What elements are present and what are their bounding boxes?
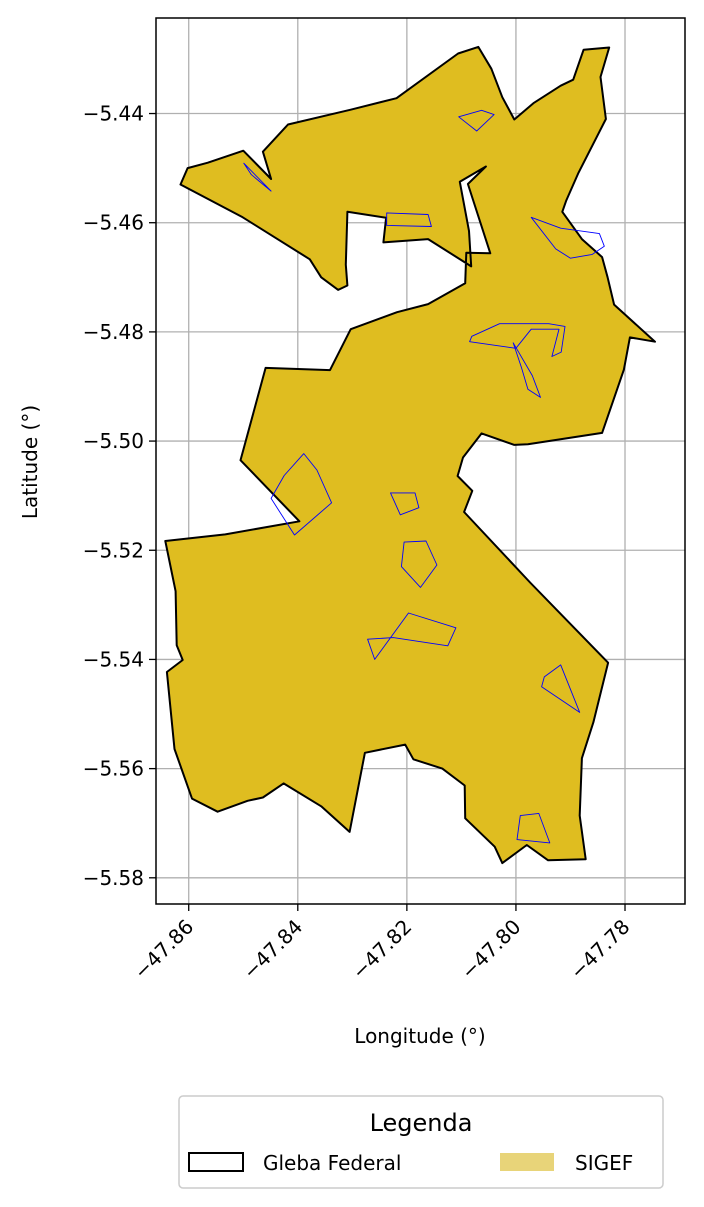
sigef-parcel xyxy=(512,342,541,398)
sigef-parcel xyxy=(390,492,420,516)
legend-title: Legenda xyxy=(370,1109,473,1137)
plot-area xyxy=(155,17,686,905)
legend-swatch-gleba-federal xyxy=(188,1152,244,1172)
x-tick-label: −47.78 xyxy=(565,915,634,984)
legend-label-sigef: SIGEF xyxy=(575,1151,633,1175)
plot-frame xyxy=(155,17,686,905)
x-axis-label: Longitude (°) xyxy=(354,1024,485,1048)
y-tick-label: −5.58 xyxy=(83,866,144,890)
y-tick-label: −5.54 xyxy=(83,647,144,671)
x-tick-label: −47.84 xyxy=(238,915,307,984)
x-tick-label: −47.80 xyxy=(456,915,525,984)
gleba-federal-polygon xyxy=(164,45,656,865)
gleba-federal-layer xyxy=(164,45,656,865)
y-tick-label: −5.48 xyxy=(83,320,144,344)
sigef-layer xyxy=(243,109,605,844)
x-tick-label: −47.86 xyxy=(129,915,198,984)
sigef-parcel xyxy=(243,162,272,192)
y-axis-ticks: −5.44 −5.46 −5.48 −5.50 −5.52 −5.54 −5.56 −5.58 xyxy=(83,102,156,890)
sigef-parcel xyxy=(541,664,581,713)
sigef-parcel xyxy=(469,323,566,357)
sigef-parcel xyxy=(367,612,457,660)
sigef-parcel xyxy=(400,540,438,588)
legend-box: Legenda Gleba Federal SIGEF xyxy=(178,1095,664,1189)
y-tick-label: −5.56 xyxy=(83,757,144,781)
sigef-parcel xyxy=(516,812,551,844)
legend-swatch-sigef xyxy=(500,1153,554,1171)
legend-label-gleba-federal: Gleba Federal xyxy=(263,1151,401,1175)
x-tick-label: −47.82 xyxy=(347,915,416,984)
y-axis-label: Latitude (°) xyxy=(18,405,42,519)
sigef-parcel xyxy=(530,216,605,259)
sigef-parcel xyxy=(386,212,432,227)
y-tick-label: −5.44 xyxy=(83,102,144,126)
y-tick-label: −5.52 xyxy=(83,538,144,562)
sigef-parcel xyxy=(270,453,333,536)
sigef-parcel xyxy=(458,109,495,132)
y-tick-label: −5.50 xyxy=(83,429,144,453)
y-tick-label: −5.46 xyxy=(83,211,144,235)
x-axis-ticks: −47.86 −47.84 −47.82 −47.80 −47.78 xyxy=(129,904,635,984)
